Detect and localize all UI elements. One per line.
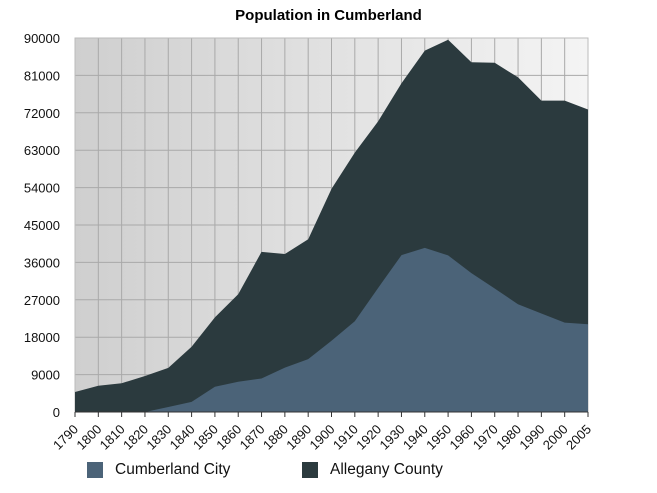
- y-tick-label: 36000: [24, 255, 60, 270]
- y-tick-label: 45000: [24, 218, 60, 233]
- y-tick-label: 54000: [24, 181, 60, 196]
- x-tick-label: 1840: [167, 422, 198, 453]
- x-tick-label: 1960: [446, 422, 477, 453]
- x-tick-label: 1910: [330, 422, 361, 453]
- x-tick-label: 1860: [213, 422, 244, 453]
- y-tick-label: 27000: [24, 293, 60, 308]
- x-tick-label: 1950: [423, 422, 454, 453]
- x-tick-label: 1900: [307, 422, 338, 453]
- y-tick-label: 9000: [31, 368, 60, 383]
- x-tick-label: 1970: [470, 422, 501, 453]
- x-tick-label: 1820: [120, 422, 151, 453]
- x-tick-label: 1990: [516, 422, 547, 453]
- x-tick-label: 1930: [377, 422, 408, 453]
- x-tick-label: 2005: [563, 422, 594, 453]
- x-tick-label: 1790: [50, 422, 81, 453]
- x-tick-label: 1800: [73, 422, 104, 453]
- x-tick-label: 1850: [190, 422, 221, 453]
- x-tick-label: 1870: [237, 422, 268, 453]
- legend-label: Cumberland City: [115, 461, 231, 478]
- chart-title: Population in Cumberland: [235, 7, 422, 24]
- y-tick-label: 90000: [24, 31, 60, 46]
- x-tick-label: 1880: [260, 422, 291, 453]
- y-tick-label: 63000: [24, 143, 60, 158]
- legend-swatch-cumberland-city: [87, 462, 103, 478]
- x-tick-label: 1920: [353, 422, 384, 453]
- y-tick-label: 18000: [24, 330, 60, 345]
- x-tick-label: 1810: [97, 422, 128, 453]
- x-tick-label: 2000: [540, 422, 571, 453]
- legend-swatch-allegany-county: [302, 462, 318, 478]
- y-tick-label: 72000: [24, 106, 60, 121]
- x-tick-label: 1940: [400, 422, 431, 453]
- x-tick-label: 1830: [143, 422, 174, 453]
- x-tick-label: 1980: [493, 422, 524, 453]
- y-tick-label: 0: [53, 405, 60, 420]
- y-tick-label: 81000: [24, 68, 60, 83]
- area-cumberland-city: [75, 247, 588, 412]
- x-tick-label: 1890: [283, 422, 314, 453]
- legend-label: Allegany County: [330, 461, 443, 478]
- legend-item-cumberland-city: Cumberland City: [87, 461, 230, 479]
- legend-item-allegany-county: Allegany County: [302, 461, 443, 479]
